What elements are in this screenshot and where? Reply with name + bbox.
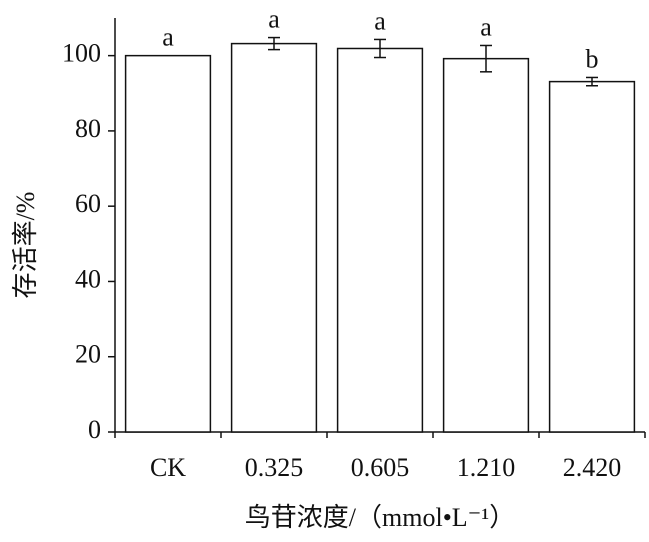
y-tick-label: 20: [75, 340, 101, 369]
bar: [336, 47, 424, 433]
y-tick-label: 80: [75, 114, 101, 143]
bar: [442, 57, 530, 433]
y-tick-label: 0: [88, 415, 101, 444]
y-tick-label: 60: [75, 189, 101, 218]
significance-letter: b: [586, 44, 599, 73]
x-tick-label: 2.420: [563, 453, 622, 482]
error-bar: [268, 36, 280, 51]
bar: [548, 80, 636, 433]
y-axis-label: 存活率/%: [11, 192, 40, 299]
bar: [124, 54, 212, 433]
significance-letter: a: [374, 6, 386, 35]
x-tick-label: 1.210: [457, 453, 516, 482]
x-tick-label: CK: [150, 453, 186, 482]
bar: [230, 42, 318, 433]
x-tick-label: 0.605: [351, 453, 410, 482]
error-bar: [586, 76, 598, 87]
y-tick-label: 100: [62, 39, 101, 68]
significance-letter: a: [480, 12, 492, 41]
error-bar: [480, 44, 492, 73]
x-tick-label: 0.325: [245, 453, 304, 482]
significance-letter: a: [162, 23, 174, 52]
x-axis-label: 鸟苷浓度/（mmol•L⁻¹）: [245, 503, 515, 532]
error-bar: [374, 38, 386, 59]
significance-letter: a: [268, 5, 280, 34]
y-tick-label: 40: [75, 264, 101, 293]
